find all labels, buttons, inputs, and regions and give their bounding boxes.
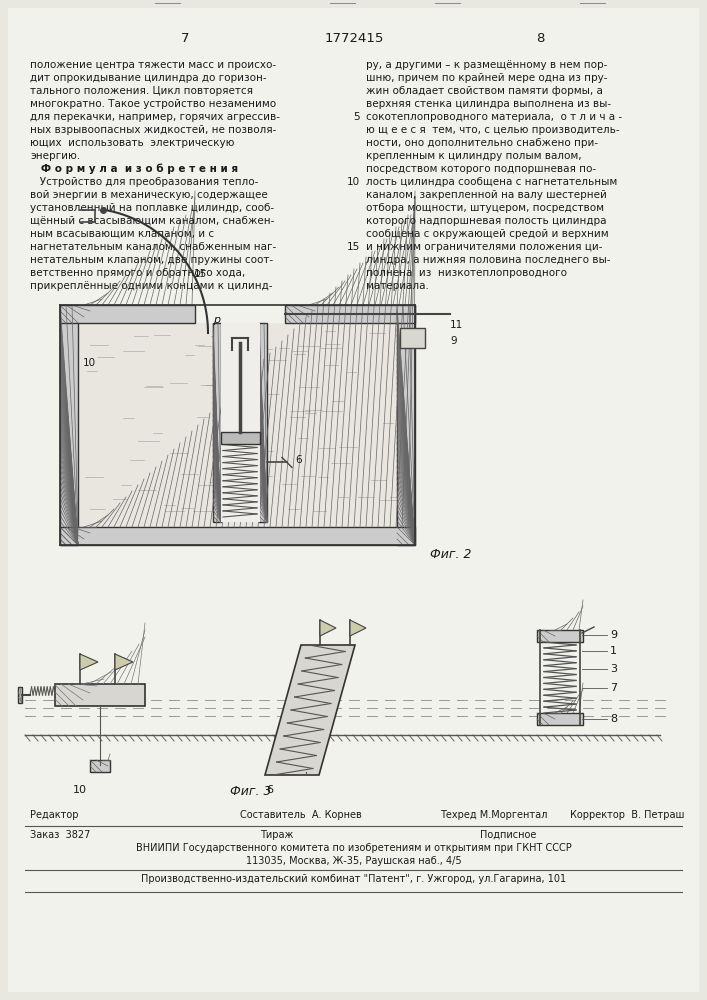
Bar xyxy=(400,328,425,348)
Bar xyxy=(221,432,260,444)
Text: положение центра тяжести масс и происхо-: положение центра тяжести масс и происхо- xyxy=(30,60,276,70)
Text: 7: 7 xyxy=(610,683,617,693)
Text: 8: 8 xyxy=(610,714,617,724)
Text: линдра, а нижняя половина последнего вы-: линдра, а нижняя половина последнего вы- xyxy=(366,255,611,265)
Polygon shape xyxy=(115,654,133,670)
Bar xyxy=(537,713,583,725)
Text: сокотеплопроводного материала,  о т л и ч а -: сокотеплопроводного материала, о т л и ч… xyxy=(366,112,622,122)
Bar xyxy=(78,323,397,527)
Bar xyxy=(55,684,145,706)
Text: верхняя стенка цилиндра выполнена из вы-: верхняя стенка цилиндра выполнена из вы- xyxy=(366,99,611,109)
Bar xyxy=(60,305,78,545)
Text: энергию.: энергию. xyxy=(30,151,80,161)
Text: 6: 6 xyxy=(295,455,302,465)
Text: шню, причем по крайней мере одна из пру-: шню, причем по крайней мере одна из пру- xyxy=(366,73,607,83)
Bar xyxy=(213,323,221,522)
Bar xyxy=(259,323,267,522)
Text: лость цилиндра сообщена с нагнетательным: лость цилиндра сообщена с нагнетательным xyxy=(366,177,617,187)
Bar xyxy=(537,630,583,642)
Text: вой энергии в механическую, содержащее: вой энергии в механическую, содержащее xyxy=(30,190,268,200)
Bar xyxy=(18,687,22,703)
Text: дит опрокидывание цилиндра до горизон-: дит опрокидывание цилиндра до горизон- xyxy=(30,73,267,83)
Text: установленный на поплавке цилиндр, сооб-: установленный на поплавке цилиндр, сооб- xyxy=(30,203,274,213)
Text: Заказ  3827: Заказ 3827 xyxy=(30,830,90,840)
Text: Подписное: Подписное xyxy=(480,830,537,840)
Text: 10: 10 xyxy=(83,358,96,368)
Bar xyxy=(397,305,415,545)
Text: отбора мощности, штуцером, посредством: отбора мощности, штуцером, посредством xyxy=(366,203,604,213)
Text: для перекачки, например, горячих агрессив-: для перекачки, например, горячих агресси… xyxy=(30,112,280,122)
Text: 6: 6 xyxy=(267,785,274,795)
Text: 5: 5 xyxy=(354,112,360,122)
Bar xyxy=(221,323,260,522)
Text: Производственно-издательский комбинат "Патент", г. Ужгород, ул.Гагарина, 101: Производственно-издательский комбинат "П… xyxy=(141,874,566,884)
Text: жин обладает свойством памяти формы, а: жин обладает свойством памяти формы, а xyxy=(366,86,603,96)
Text: щённый с всасывающим каналом, снабжен-: щённый с всасывающим каналом, снабжен- xyxy=(30,216,274,226)
Text: Устройство для преобразования тепло-: Устройство для преобразования тепло- xyxy=(30,177,258,187)
Text: Корректор  В. Петраш: Корректор В. Петраш xyxy=(570,810,684,820)
Text: 7: 7 xyxy=(181,31,189,44)
Bar xyxy=(285,305,415,323)
Text: 15: 15 xyxy=(194,269,207,279)
Text: каналом, закрепленной на валу шестерней: каналом, закрепленной на валу шестерней xyxy=(366,190,607,200)
Text: прикреплённые одними концами к цилинд-: прикреплённые одними концами к цилинд- xyxy=(30,281,272,291)
Text: полнена  из  низкотеплопроводного: полнена из низкотеплопроводного xyxy=(366,268,567,278)
Text: ных взрывоопасных жидкостей, не позволя-: ных взрывоопасных жидкостей, не позволя- xyxy=(30,125,276,135)
Text: Редактор: Редактор xyxy=(30,810,78,820)
Polygon shape xyxy=(265,645,355,775)
Text: 3: 3 xyxy=(610,664,617,674)
Text: Фиг. 2: Фиг. 2 xyxy=(430,548,472,562)
Text: Ф о р м у л а  и з о б р е т е н и я: Ф о р м у л а и з о б р е т е н и я xyxy=(30,164,238,174)
Text: посредством которого подпоршневая по-: посредством которого подпоршневая по- xyxy=(366,164,596,174)
Text: ВНИИПИ Государственного комитета по изобретениям и открытиям при ГКНТ СССР: ВНИИПИ Государственного комитета по изоб… xyxy=(136,843,572,853)
Text: 10: 10 xyxy=(347,177,360,187)
Text: 1772415: 1772415 xyxy=(325,31,384,44)
Polygon shape xyxy=(320,620,336,636)
Text: ности, оно дополнительно снабжено при-: ности, оно дополнительно снабжено при- xyxy=(366,138,598,148)
Text: материала.: материала. xyxy=(366,281,429,291)
Text: ным всасывающим клапаном, и с: ным всасывающим клапаном, и с xyxy=(30,229,214,239)
Text: крепленным к цилиндру полым валом,: крепленным к цилиндру полым валом, xyxy=(366,151,582,161)
Text: p: p xyxy=(213,315,220,325)
Text: Фиг. 3: Фиг. 3 xyxy=(230,785,271,798)
Text: 9: 9 xyxy=(450,336,457,346)
Text: многократно. Такое устройство незаменимо: многократно. Такое устройство незаменимо xyxy=(30,99,276,109)
Text: нетательным клапаном, две пружины соот-: нетательным клапаном, две пружины соот- xyxy=(30,255,273,265)
Bar xyxy=(90,760,110,772)
Text: тального положения. Цикл повторяется: тального положения. Цикл повторяется xyxy=(30,86,253,96)
Text: Составитель  А. Корнев: Составитель А. Корнев xyxy=(240,810,362,820)
Text: Техред М.Моргентал: Техред М.Моргентал xyxy=(440,810,547,820)
Text: сообщена с окружающей средой и верхним: сообщена с окружающей средой и верхним xyxy=(366,229,609,239)
Text: и нижним ограничителями положения ци-: и нижним ограничителями положения ци- xyxy=(366,242,602,252)
Text: нагнетательным каналом, снабженным наг-: нагнетательным каналом, снабженным наг- xyxy=(30,242,276,252)
Text: 1: 1 xyxy=(610,646,617,656)
Text: 8: 8 xyxy=(536,31,544,44)
Text: ветственно прямого и обратного хода,: ветственно прямого и обратного хода, xyxy=(30,268,245,278)
Bar xyxy=(60,305,195,323)
Text: 9: 9 xyxy=(610,630,617,640)
Polygon shape xyxy=(350,620,366,636)
Bar xyxy=(60,527,415,545)
Text: 113035, Москва, Ж-35, Раушская наб., 4/5: 113035, Москва, Ж-35, Раушская наб., 4/5 xyxy=(246,856,462,866)
Text: Тираж: Тираж xyxy=(260,830,293,840)
Text: 15: 15 xyxy=(346,242,360,252)
Polygon shape xyxy=(80,654,98,670)
Text: ю щ е е с я  тем, что, с целью производитель-: ю щ е е с я тем, что, с целью производит… xyxy=(366,125,619,135)
Text: которого надпоршневая полость цилиндра: которого надпоршневая полость цилиндра xyxy=(366,216,607,226)
Text: ющих  использовать  электрическую: ющих использовать электрическую xyxy=(30,138,235,148)
Text: 11: 11 xyxy=(450,320,463,330)
Text: ру, а другими – к размещённому в нем пор-: ру, а другими – к размещённому в нем пор… xyxy=(366,60,607,70)
Text: 10: 10 xyxy=(73,785,87,795)
